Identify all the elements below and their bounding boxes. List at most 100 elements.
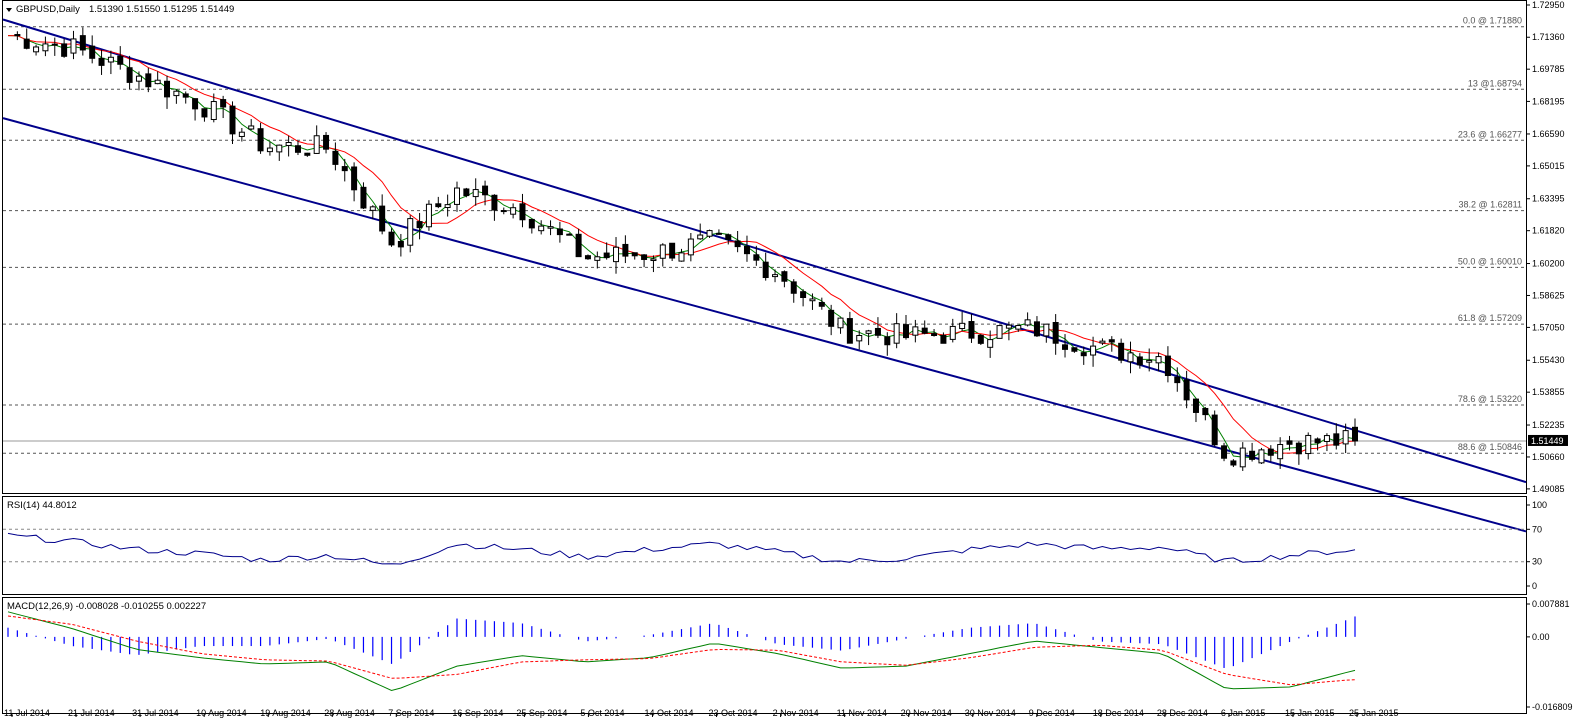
candle-body-bear: [164, 80, 171, 98]
candle-body-bull: [444, 204, 451, 209]
price-tick-label: 1.50660: [1532, 452, 1565, 462]
candlestick: [1286, 435, 1293, 451]
candlestick: [706, 229, 713, 238]
candlestick: [1052, 314, 1059, 355]
candle-body-bear: [332, 150, 339, 165]
price-tick-label: 1.63395: [1532, 194, 1565, 204]
rsi-tick-label: 30: [1532, 557, 1542, 567]
date-tick-label: 16 Sep 2014: [452, 708, 503, 718]
candlestick: [98, 49, 105, 75]
candle-body-bear: [1249, 450, 1256, 460]
candle-body-bear: [921, 327, 928, 334]
fib-level-label: 78.6 @ 1.53220: [1458, 394, 1522, 404]
candle-body-bull: [135, 75, 142, 82]
candlestick: [341, 158, 348, 182]
candlestick: [313, 125, 320, 154]
candle-body-bear: [1211, 414, 1218, 446]
candlestick: [1267, 445, 1274, 462]
candle-body-bear: [575, 233, 582, 258]
macd-axis: 0.007881 0.00 -0.016809: [1526, 599, 1573, 712]
candlestick: [454, 181, 460, 212]
candle-body-bear: [669, 242, 676, 259]
candlestick: [1202, 407, 1209, 421]
candle-body-bull: [154, 79, 161, 85]
candle-body-bull: [538, 225, 545, 232]
candle-body-bull: [407, 218, 414, 246]
candle-body-bear: [940, 334, 947, 344]
fib-level-label: 23.6 @ 1.66277: [1458, 129, 1522, 139]
symbol-dropdown-icon[interactable]: [6, 8, 12, 12]
date-axis: 11 Jul 2014 21 Jul 2014 31 Jul 2014 10 Aug …: [4, 708, 1399, 718]
candle-body-bull: [912, 326, 919, 336]
candle-body-bear: [828, 309, 835, 327]
candle-body-bear: [622, 243, 629, 257]
candle-body-bull: [51, 43, 58, 46]
candlestick: [1342, 423, 1349, 454]
main-panel-frame: [2, 0, 1527, 494]
price-tick-label: 1.49085: [1532, 484, 1565, 494]
price-tick-label: 1.55430: [1532, 355, 1565, 365]
candle-body-bear: [201, 108, 208, 118]
date-tick-label: 18 Dec 2014: [1093, 708, 1144, 718]
current-price-tag: 1.51449: [1528, 434, 1568, 446]
candlestick: [715, 229, 722, 235]
candlestick: [687, 232, 694, 262]
candle-body-bull: [266, 147, 273, 153]
candle-body-bull: [454, 187, 460, 205]
candle-body-bear: [1333, 433, 1340, 446]
candlestick: [1164, 346, 1171, 383]
ohlc-values: 1.51390 1.51550 1.51295 1.51449: [89, 4, 234, 15]
candle-body-bear: [781, 271, 788, 282]
candlestick: [388, 228, 395, 247]
candle-body-bear: [304, 152, 311, 156]
candle-body-bear: [1108, 339, 1115, 343]
candle-body-bull: [1127, 352, 1134, 363]
candle-body-bear: [491, 194, 498, 211]
candle-body-bear: [1286, 440, 1293, 445]
candlestick: [968, 313, 975, 343]
candle-body-bull: [949, 325, 956, 340]
candle-body-bull: [706, 230, 713, 237]
candle-body-bear: [89, 45, 96, 59]
candle-body-bear: [1174, 376, 1181, 384]
candle-body-bear: [846, 318, 853, 344]
candle-body-bull: [313, 135, 320, 154]
price-axis: 1.72950 1.71360 1.69785 1.68195 1.66590 1.650…: [1526, 0, 1565, 494]
candle-body-bull: [809, 298, 816, 302]
candlestick: [837, 317, 844, 334]
candlestick: [538, 220, 545, 235]
candle-body-bear: [1183, 379, 1190, 401]
candlestick: [33, 44, 40, 56]
candlestick: [1221, 442, 1228, 462]
candle-body-bull: [107, 56, 114, 63]
candlestick: [397, 233, 404, 257]
date-tick-label: 7 Sep 2014: [388, 708, 434, 718]
candlestick: [650, 255, 657, 273]
candlestick: [70, 30, 77, 60]
candlestick: [444, 194, 451, 217]
candlestick: [528, 218, 535, 234]
candlestick: [192, 98, 199, 121]
date-tick-label: 19 Aug 2014: [260, 708, 311, 718]
fib-level-label: 13 @1.68794: [1468, 78, 1522, 88]
candlestick: [1146, 348, 1153, 372]
candle-body-bull: [547, 226, 554, 229]
candle-body-bear: [61, 43, 68, 57]
candle-body-bear: [229, 105, 236, 135]
candlestick: [584, 254, 591, 260]
candle-body-bull: [1305, 434, 1312, 455]
candlestick: [603, 242, 610, 260]
fib-level-label: 0.0 @ 1.71880: [1463, 16, 1522, 26]
signal-line: [7, 615, 1356, 686]
candlestick: [79, 27, 86, 56]
macd-panel-frame: [2, 597, 1527, 714]
rsi-tick-label: 0: [1532, 581, 1537, 591]
candle-body-bull: [285, 142, 292, 147]
candlestick: [89, 35, 96, 64]
candle-body-bull: [996, 325, 1003, 339]
candlestick: [697, 223, 704, 240]
candlestick: [360, 182, 367, 210]
date-tick-label: 23 Oct 2014: [709, 708, 758, 718]
price-tick-label: 1.69785: [1532, 64, 1565, 74]
